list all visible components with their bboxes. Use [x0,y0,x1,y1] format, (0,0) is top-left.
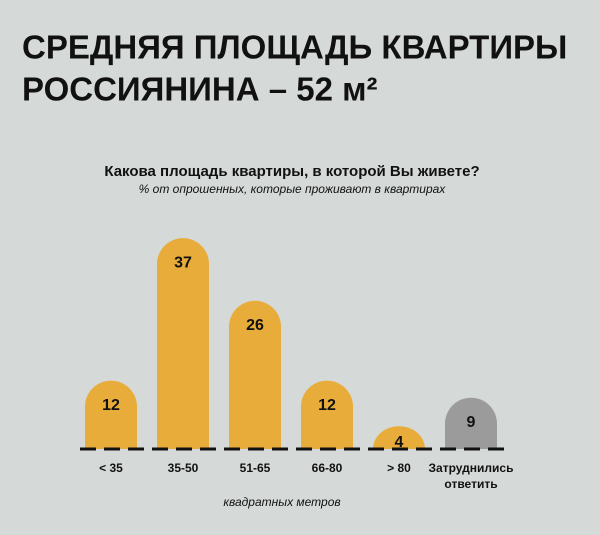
value-label: 26 [246,317,264,334]
x-tick-label: 66-80 [311,461,343,475]
bar [301,380,353,449]
value-label: 12 [102,397,120,414]
value-label: 4 [395,434,404,451]
value-label: 12 [318,397,336,414]
x-tick-label: 51-65 [239,461,271,475]
x-tick-label: < 35 [99,461,123,475]
x-tick-label: Затруднились ответить [428,461,514,491]
bar [85,380,137,449]
x-axis-label: квадратных метров [223,495,340,509]
x-tick-label: > 80 [387,461,411,475]
title-line: РОССИЯНИНА – 52 м² [22,71,378,108]
bar [157,238,209,449]
subtitle: Какова площадь квартиры, в которой Вы жи… [104,163,479,180]
bar [373,426,425,449]
bar [229,300,281,449]
value-label: 9 [467,414,476,431]
x-tick-label: 35-50 [167,461,199,475]
title-line: СРЕДНЯЯ ПЛОЩАДЬ КВАРТИРЫ [22,29,567,66]
bar [445,397,497,449]
note: % от опрошенных, которые проживают в ква… [139,182,447,196]
value-label: 37 [174,254,192,271]
